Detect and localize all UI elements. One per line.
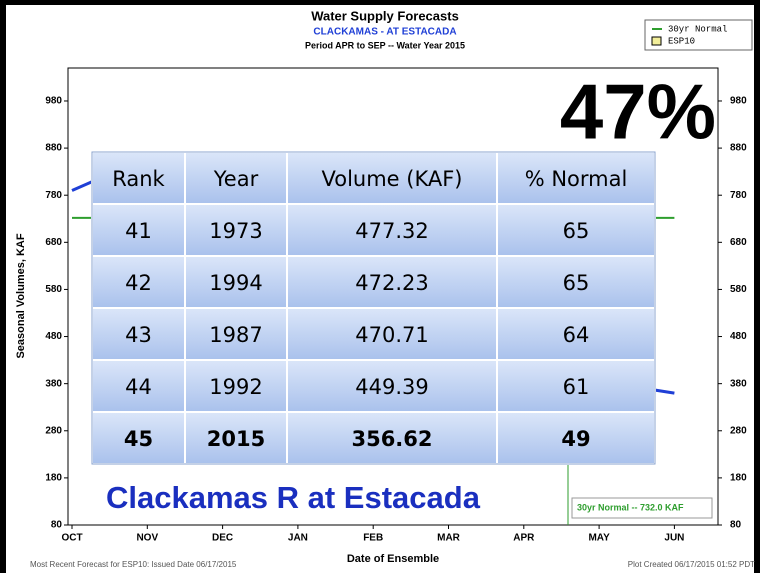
y-tick-label: 680: [45, 237, 62, 248]
table-value: 1987: [209, 323, 262, 347]
y-tick-label-right: 180: [730, 473, 747, 484]
table-cell: [91, 151, 186, 205]
x-axis-label: Date of Ensemble: [347, 553, 439, 565]
table-cell: [184, 411, 288, 465]
table-cell: [184, 255, 288, 309]
legend-swatch: [651, 36, 662, 46]
table-value: 41: [125, 219, 152, 243]
table-cell: [91, 203, 186, 257]
footer-left: Most Recent Forecast for ESP10: Issued D…: [30, 560, 237, 569]
table-value: 449.39: [355, 375, 428, 399]
table-value: 64: [563, 323, 590, 347]
y-tick-label: 480: [45, 331, 62, 342]
y-tick-label: 880: [45, 143, 62, 154]
table-value: 65: [563, 271, 590, 295]
y-tick-label-right: 380: [730, 378, 747, 389]
table-cell: [286, 359, 498, 413]
table-value: 477.32: [355, 219, 428, 243]
x-tick-label: FEB: [363, 533, 383, 544]
table-value: 61: [563, 375, 590, 399]
y-axis-label: Seasonal Volumes, KAF: [15, 233, 27, 358]
x-tick-label: NOV: [136, 533, 158, 544]
table-value: 472.23: [355, 271, 428, 295]
y-tick-label-right: 680: [730, 237, 747, 248]
legend-label: ESP10: [668, 36, 695, 46]
table-frame: [91, 151, 656, 465]
table-cell: [184, 203, 288, 257]
station-box: [95, 478, 527, 522]
table-value: 65: [563, 219, 590, 243]
y-tick-label: 380: [45, 378, 62, 389]
y-tick-label: 180: [45, 473, 62, 484]
x-tick-label: APR: [513, 533, 535, 544]
chart-period: Period APR to SEP -- Water Year 2015: [305, 40, 465, 50]
y-tick-label-right: 980: [730, 96, 747, 107]
x-tick-label: JAN: [288, 533, 308, 544]
legend-label: 30yr Normal: [668, 24, 727, 34]
table-cell: [91, 359, 186, 413]
x-tick-label: MAY: [588, 533, 610, 544]
table-header: Volume (KAF): [321, 167, 462, 191]
table-value: 45: [124, 427, 153, 451]
table-value: 49: [561, 427, 590, 451]
table-value: 1992: [209, 375, 262, 399]
x-tick-label: OCT: [61, 533, 82, 544]
table-cell: [496, 151, 656, 205]
x-tick-label: DEC: [212, 533, 233, 544]
y-tick-label-right: 880: [730, 143, 747, 154]
table-cell: [286, 203, 498, 257]
table-value: 42: [125, 271, 152, 295]
table-header: Rank: [112, 167, 165, 191]
x-tick-label: MAR: [437, 533, 461, 544]
y-tick-label: 280: [45, 425, 62, 436]
table-value: 356.62: [351, 427, 432, 451]
legend-box: [644, 19, 753, 51]
y-tick-label: 580: [45, 284, 62, 295]
table-cell: [496, 255, 656, 309]
chart-title: Water Supply Forecasts: [311, 8, 459, 23]
table-cell: [496, 359, 656, 413]
table-value: 1973: [209, 219, 262, 243]
table-value: 43: [125, 323, 152, 347]
annotation-box: [571, 497, 713, 519]
y-tick-label-right: 480: [730, 331, 747, 342]
y-tick-label-right: 780: [730, 190, 747, 201]
y-tick-label-right: 280: [730, 425, 747, 436]
y-tick-label: 780: [45, 190, 62, 201]
x-tick-label: JUN: [664, 533, 684, 544]
annotation: 30yr Normal -- 732.0 KAF: [577, 502, 684, 512]
plot-frame: [67, 67, 719, 526]
y-tick-label-right: 80: [730, 520, 742, 531]
table-value: 44: [125, 375, 152, 399]
table-cell: [184, 151, 288, 205]
y-tick-label-right: 580: [730, 284, 747, 295]
table-value: 1994: [209, 271, 262, 295]
table-header: % Normal: [525, 167, 628, 191]
y-tick-label: 80: [51, 520, 63, 531]
footer-right: Plot Created 06/17/2015 01:52 PDT: [628, 560, 755, 569]
table-value: 470.71: [355, 323, 428, 347]
table-cell: [91, 307, 186, 361]
table-header: Year: [213, 167, 259, 191]
station-label: Clackamas R at Estacada: [106, 480, 481, 515]
table-value: 2015: [207, 427, 265, 451]
percent-label: 47%: [560, 68, 716, 156]
table-cell: [496, 307, 656, 361]
y-tick-label: 980: [45, 96, 62, 107]
chart-subtitle: CLACKAMAS - AT ESTACADA: [313, 27, 456, 38]
